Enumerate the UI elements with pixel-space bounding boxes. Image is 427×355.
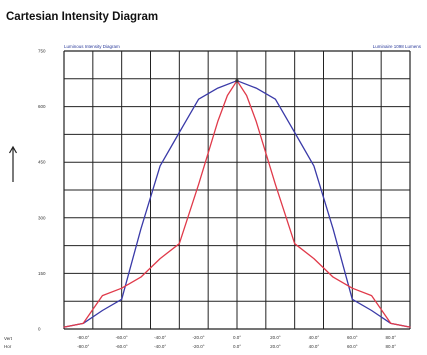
x-tick-label: 60.0°: [347, 335, 358, 340]
peak-point: [235, 79, 239, 83]
x-tick-label: 40.0°: [309, 344, 320, 349]
x-tick-label: 20.0°: [270, 335, 281, 340]
y-tick-label: 450: [38, 160, 46, 165]
x-tick-label: -40.0°: [154, 344, 166, 349]
x-axis-row-label-vert: Vert: [4, 336, 13, 341]
x-axis-row-labels: Vert Hor: [4, 335, 12, 351]
x-tick-label: 20.0°: [270, 344, 281, 349]
chart-subtitle-right: Luminaire 1098 Lumens: [372, 44, 421, 49]
x-tick-label: -40.0°: [154, 335, 166, 340]
x-tick-label: 80.0°: [385, 344, 396, 349]
x-tick-label: 40.0°: [309, 335, 320, 340]
y-tick-label: 300: [38, 215, 46, 220]
chart-subtitle-left: Luminous Intensity Diagram: [64, 44, 120, 49]
chart-title: Cartesian Intensity Diagram: [6, 11, 159, 23]
y-tick-label: 150: [38, 271, 46, 276]
x-tick-label: 0.0°: [233, 344, 241, 349]
y-tick-label: 600: [38, 104, 46, 109]
x-tick-label: -20.0°: [193, 344, 205, 349]
x-tick-label: -20.0°: [193, 335, 205, 340]
y-tick-label: 0: [38, 327, 41, 332]
x-tick-label: -60.0°: [116, 344, 128, 349]
x-tick-label: 80.0°: [385, 335, 396, 340]
x-tick-label: -80.0°: [77, 335, 89, 340]
up-arrow-icon: [8, 145, 18, 182]
y-tick-label: 750: [38, 49, 46, 54]
x-tick-label: 60.0°: [347, 344, 358, 349]
x-axis-row-label-hor: Hor: [4, 344, 12, 349]
x-tick-label: -80.0°: [77, 344, 89, 349]
x-tick-label: 0.0°: [233, 335, 241, 340]
x-tick-label: -60.0°: [116, 335, 128, 340]
